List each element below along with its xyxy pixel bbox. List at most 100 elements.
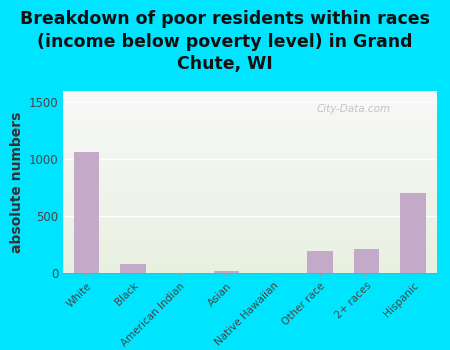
Bar <box>63 271 436 273</box>
Bar <box>63 98 436 100</box>
Bar <box>63 213 436 215</box>
Bar <box>63 224 436 226</box>
Bar <box>63 191 436 193</box>
Bar <box>63 147 436 149</box>
Bar <box>63 138 436 140</box>
Bar <box>63 149 436 151</box>
Bar <box>63 156 436 158</box>
Bar <box>214 271 239 273</box>
Bar <box>63 124 436 126</box>
Bar <box>63 111 436 113</box>
Bar <box>63 197 436 198</box>
Bar <box>63 257 436 258</box>
Bar <box>63 142 436 144</box>
Bar <box>63 186 436 188</box>
Bar <box>63 226 436 228</box>
Bar <box>63 189 436 191</box>
Bar <box>63 217 436 218</box>
Bar <box>63 160 436 162</box>
Bar <box>63 229 436 231</box>
Bar <box>63 127 436 129</box>
Bar <box>63 158 436 160</box>
Bar <box>63 97 436 98</box>
Bar <box>63 209 436 211</box>
Bar <box>63 166 436 167</box>
Bar <box>63 231 436 233</box>
Bar <box>63 131 436 133</box>
Bar <box>63 175 436 176</box>
Bar <box>63 151 436 153</box>
Bar <box>63 118 436 120</box>
Bar <box>63 266 436 267</box>
Bar <box>63 146 436 147</box>
Bar <box>63 94 436 97</box>
Bar <box>120 265 146 273</box>
Bar <box>63 153 436 155</box>
Bar <box>63 135 436 136</box>
Bar <box>63 264 436 266</box>
Bar <box>73 153 99 273</box>
Bar <box>63 106 436 107</box>
Bar <box>63 107 436 109</box>
Bar <box>63 140 436 142</box>
Bar <box>63 244 436 246</box>
Bar <box>63 115 436 117</box>
Bar <box>63 262 436 264</box>
Bar <box>63 133 436 135</box>
Bar <box>63 242 436 244</box>
Bar <box>63 222 436 224</box>
Bar <box>63 120 436 122</box>
Bar <box>63 237 436 238</box>
Bar <box>63 202 436 204</box>
Bar <box>63 253 436 255</box>
Bar <box>63 184 436 186</box>
Bar <box>63 238 436 240</box>
Bar <box>63 176 436 178</box>
Bar <box>63 102 436 104</box>
Bar <box>63 109 436 111</box>
Bar <box>63 215 436 217</box>
Bar <box>63 246 436 247</box>
Bar <box>63 100 436 102</box>
Bar <box>307 251 333 273</box>
Bar <box>63 255 436 257</box>
Bar <box>63 249 436 251</box>
Bar <box>63 155 436 156</box>
Bar <box>354 248 379 273</box>
Bar <box>63 164 436 166</box>
Bar <box>63 200 436 202</box>
Bar <box>63 188 436 189</box>
Bar <box>63 122 436 124</box>
Bar <box>63 193 436 195</box>
Bar <box>63 91 436 93</box>
Bar <box>63 173 436 175</box>
Bar <box>63 233 436 235</box>
Bar <box>63 129 436 131</box>
Bar <box>63 144 436 146</box>
Bar <box>63 206 436 208</box>
Bar <box>63 136 436 138</box>
Bar <box>63 208 436 209</box>
Bar <box>63 228 436 229</box>
Bar <box>63 235 436 237</box>
Bar <box>63 195 436 197</box>
Bar <box>63 126 436 127</box>
Bar <box>63 169 436 171</box>
Bar <box>63 104 436 106</box>
Bar <box>63 270 436 271</box>
Bar <box>63 220 436 222</box>
Bar <box>63 171 436 173</box>
Bar <box>63 178 436 180</box>
Bar <box>63 204 436 206</box>
Bar <box>63 258 436 260</box>
Bar <box>63 198 436 200</box>
Bar <box>63 260 436 262</box>
Bar <box>63 113 436 115</box>
Bar <box>63 180 436 182</box>
Bar <box>63 251 436 253</box>
Bar <box>63 93 436 94</box>
Bar <box>63 247 436 249</box>
Bar <box>63 117 436 118</box>
Bar <box>63 218 436 220</box>
Text: Breakdown of poor residents within races
(income below poverty level) in Grand
C: Breakdown of poor residents within races… <box>20 10 430 74</box>
